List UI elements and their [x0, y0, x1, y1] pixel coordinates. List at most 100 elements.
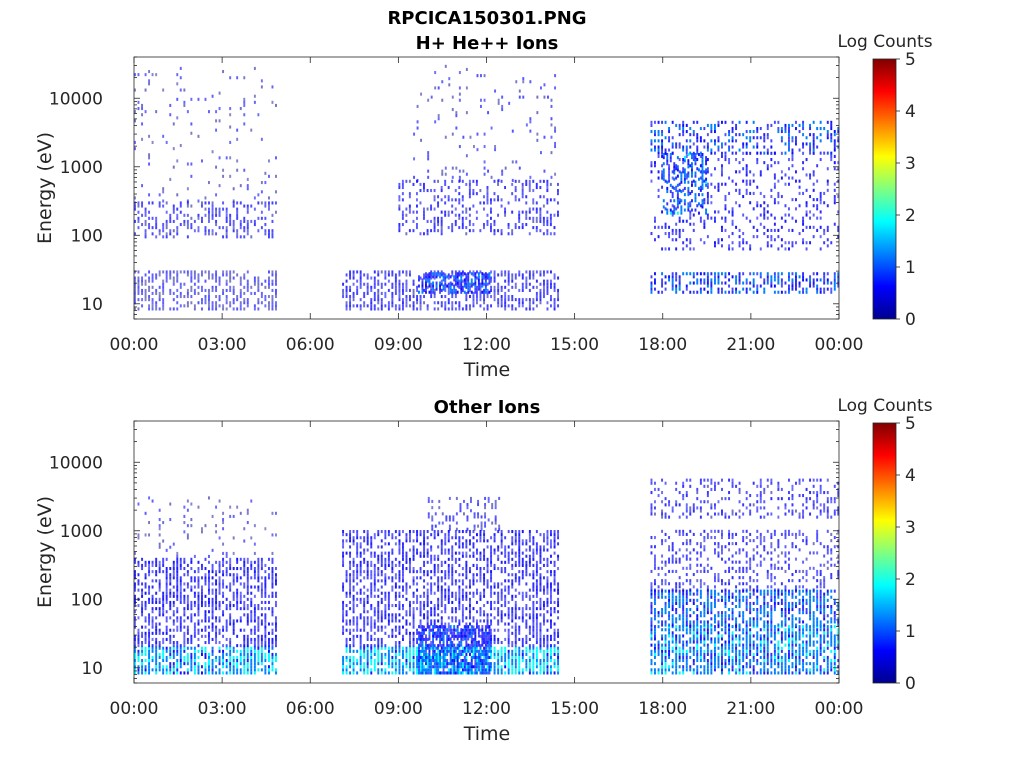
heatmap-cell	[275, 600, 277, 604]
heatmap-cell	[511, 178, 514, 182]
heatmap-cell	[437, 649, 440, 653]
heatmap-cell	[661, 210, 664, 214]
heatmap-cell	[456, 646, 459, 650]
heatmap-cell	[197, 613, 200, 617]
heatmap-cell	[421, 287, 424, 291]
heatmap-cell	[483, 74, 486, 78]
heatmap-cell	[158, 655, 161, 659]
heatmap-cell	[798, 204, 801, 208]
heatmap-cell	[137, 573, 140, 577]
heatmap-cell	[535, 226, 538, 230]
heatmap-cell	[742, 241, 745, 245]
heatmap-cell	[816, 179, 819, 183]
heatmap-cell	[363, 282, 366, 286]
heatmap-cell	[134, 551, 136, 555]
heatmap-cell	[144, 637, 147, 641]
heatmap-cell	[412, 649, 415, 653]
heatmap-cell	[225, 554, 228, 558]
heatmap-cell	[419, 665, 422, 669]
heatmap-cell	[172, 644, 175, 648]
heatmap-cell	[458, 652, 461, 656]
heatmap-cell	[391, 298, 394, 302]
heatmap-cell	[141, 591, 144, 595]
heatmap-cell	[476, 276, 478, 280]
heatmap-cell	[678, 287, 681, 291]
heatmap-cell	[777, 161, 780, 165]
heatmap-cell	[546, 649, 549, 653]
heatmap-cell	[470, 671, 473, 675]
heatmap-cell	[668, 278, 671, 282]
heatmap-cell	[193, 649, 196, 653]
heatmap-cell	[179, 659, 182, 663]
heatmap-cell	[172, 298, 175, 302]
heatmap-cell	[557, 652, 560, 656]
heatmap-cell	[467, 668, 470, 672]
colorbar-scale	[872, 58, 897, 320]
heatmap-cell	[275, 652, 277, 656]
heatmap-cell	[151, 226, 154, 230]
heatmap-cell	[211, 582, 214, 586]
heatmap-cell	[687, 190, 690, 194]
heatmap-cell	[770, 158, 773, 162]
heatmap-cell	[486, 273, 489, 277]
heatmap-cell	[246, 634, 249, 638]
heatmap-cell	[366, 610, 369, 614]
heatmap-cell	[211, 604, 214, 608]
heatmap-cell	[657, 290, 660, 294]
heatmap-cell	[137, 668, 140, 672]
heatmap-cell	[356, 536, 359, 540]
heatmap-cell	[186, 662, 189, 666]
heatmap-cell	[215, 232, 218, 236]
heatmap-cell	[345, 659, 348, 663]
heatmap-cell	[444, 304, 447, 308]
heatmap-cell	[193, 579, 196, 583]
heatmap-cell	[204, 582, 207, 586]
heatmap-cell	[504, 285, 507, 289]
heatmap-cell	[232, 622, 235, 626]
heatmap-cell	[539, 270, 542, 274]
heatmap-cell	[359, 560, 362, 564]
heatmap-cell	[260, 201, 263, 205]
heatmap-cell	[657, 195, 660, 199]
heatmap-cell	[425, 287, 427, 291]
heatmap-cell	[405, 655, 408, 659]
heatmap-cell	[416, 204, 418, 208]
heatmap-cell	[253, 631, 256, 635]
heatmap-cell	[682, 120, 685, 124]
heatmap-cell	[437, 223, 440, 227]
heatmap-cell	[475, 182, 478, 186]
heatmap-cell	[250, 591, 253, 595]
heatmap-cell	[172, 229, 175, 233]
heatmap-cell	[515, 80, 518, 84]
heatmap-cell	[500, 285, 503, 289]
heatmap-cell	[550, 175, 553, 179]
heatmap-cell	[812, 182, 815, 186]
heatmap-cell	[158, 644, 161, 648]
heatmap-cell	[232, 646, 235, 650]
heatmap-cell	[151, 616, 154, 620]
heatmap-cell	[250, 567, 253, 571]
heatmap-cell	[384, 671, 387, 675]
heatmap-cell	[165, 557, 168, 561]
heatmap-cell	[742, 158, 745, 162]
heatmap-cell	[428, 662, 431, 666]
heatmap-cell	[144, 631, 147, 635]
heatmap-cell	[179, 295, 182, 299]
heatmap-cell	[426, 655, 429, 659]
heatmap-cell	[208, 295, 210, 299]
heatmap-cell	[514, 179, 517, 183]
heatmap-cell	[721, 238, 723, 242]
heatmap-cell	[550, 659, 552, 663]
heatmap-cell	[151, 668, 154, 672]
heatmap-cell	[668, 136, 671, 140]
heatmap-cell	[553, 671, 556, 675]
heatmap-cell	[553, 276, 556, 280]
heatmap-cell	[809, 275, 812, 279]
heatmap-cell	[345, 594, 348, 598]
heatmap-cell	[706, 158, 709, 162]
heatmap-cell	[444, 295, 447, 299]
heatmap-cell	[172, 570, 175, 574]
heatmap-cell	[416, 649, 419, 653]
heatmap-cell	[463, 281, 466, 285]
heatmap-cell	[253, 644, 256, 648]
